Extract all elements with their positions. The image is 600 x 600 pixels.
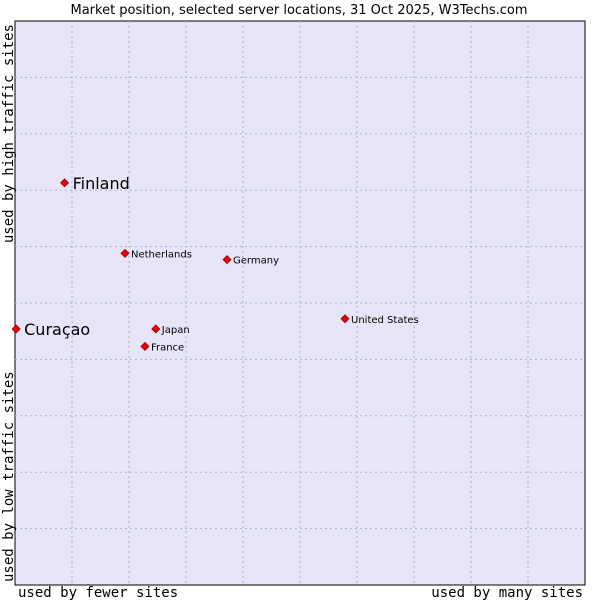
grid-lines [15, 21, 585, 585]
y-axis-label-top: used by high traffic sites [1, 24, 17, 243]
x-axis-label-left: used by fewer sites [18, 585, 178, 600]
point-label: United States [351, 315, 419, 326]
data-point-germany: Germany [222, 255, 279, 267]
data-point-japan: Japan [151, 324, 190, 336]
point-label: Japan [161, 325, 190, 336]
y-axis-label-bottom: used by low traffic sites [1, 371, 17, 582]
point-marker [11, 324, 21, 334]
data-point-finland: Finland [60, 174, 130, 193]
data-points: Finland Curaçao Netherlands Germany United S… [11, 174, 419, 353]
point-label: Curaçao [24, 320, 90, 339]
data-point-netherlands: Netherlands [120, 248, 192, 260]
point-label: Netherlands [131, 249, 192, 260]
point-marker [60, 178, 70, 188]
point-label: Finland [73, 174, 130, 193]
point-marker [340, 314, 350, 324]
data-point-united-states: United States [340, 314, 419, 326]
chart-title: Market position, selected server locatio… [70, 3, 527, 18]
point-marker [151, 324, 161, 334]
x-axis-label-right: used by many sites [431, 585, 583, 600]
point-marker [140, 341, 150, 351]
data-point-curacao: Curaçao [11, 320, 90, 339]
point-marker [120, 248, 130, 258]
point-marker [222, 255, 232, 265]
data-point-france: France [140, 341, 184, 353]
point-label: France [151, 342, 184, 353]
point-label: Germany [233, 256, 279, 267]
